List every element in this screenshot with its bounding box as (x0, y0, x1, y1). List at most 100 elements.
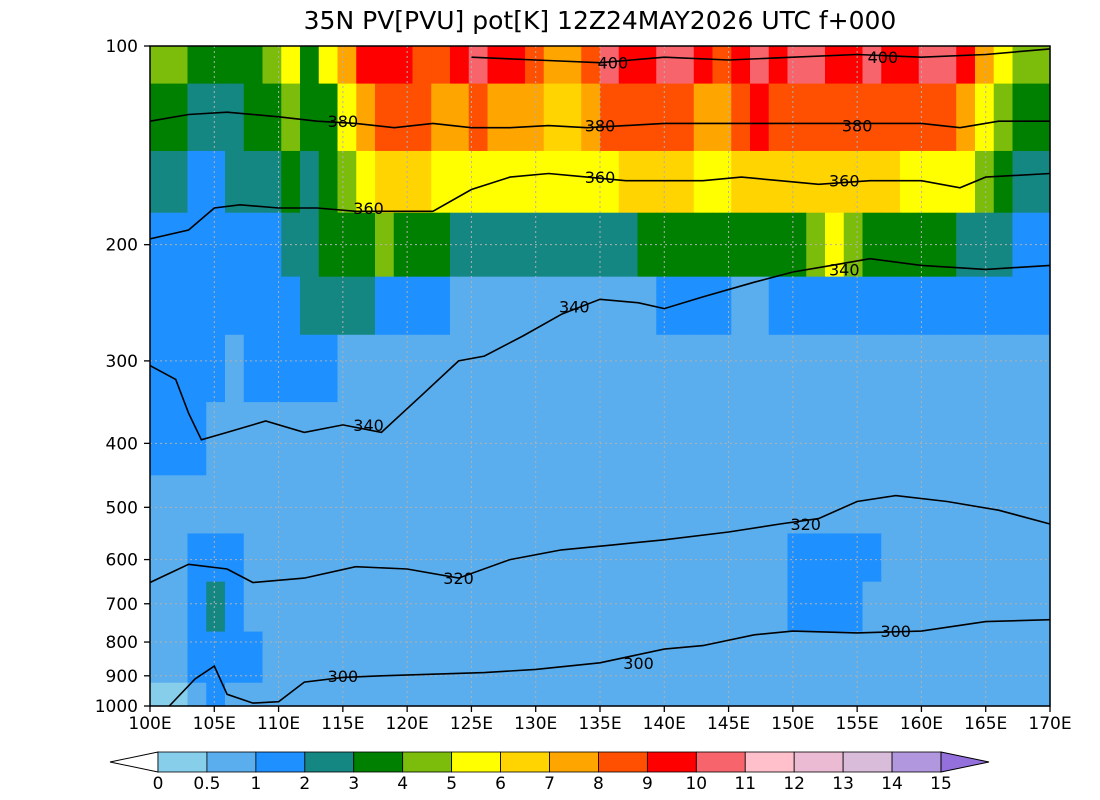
pv-cell (975, 533, 995, 583)
pv-cell (150, 631, 170, 684)
pv-cell (900, 212, 920, 278)
pv-cell (262, 83, 282, 152)
pv-cell (281, 581, 301, 633)
pv-cell (450, 150, 470, 214)
pv-cell (637, 682, 657, 707)
pv-cell (862, 212, 882, 278)
pv-cell (1012, 402, 1032, 476)
pv-cell (862, 276, 882, 336)
pv-cell (881, 334, 901, 403)
pv-cell (412, 46, 432, 85)
pv-cell (168, 581, 189, 633)
pv-cell (656, 581, 676, 633)
pv-cell (262, 402, 282, 476)
pv-cell (825, 682, 845, 707)
pv-cell (993, 533, 1014, 583)
theta-contour-300: 300 300 300 (168, 618, 1051, 707)
contour-label: 340 (559, 297, 590, 316)
pv-cell (918, 533, 939, 583)
pv-cell (918, 334, 939, 403)
pv-cell (787, 276, 807, 336)
pv-cell (975, 46, 995, 85)
pv-cell (262, 475, 282, 535)
pv-cell (993, 212, 1014, 278)
pv-cell (656, 46, 676, 85)
pv-cell (300, 212, 320, 278)
pv-cell (1012, 150, 1032, 214)
pv-cell (431, 334, 451, 403)
pv-cell (225, 83, 245, 152)
pv-cell (318, 212, 339, 278)
pv-cell (600, 212, 620, 278)
pv-cell (150, 402, 170, 476)
pv-cell (843, 46, 864, 85)
colorbar-label: 8 (593, 774, 604, 794)
pv-cell (768, 46, 789, 85)
pv-cell (1031, 83, 1051, 152)
pv-cell (993, 631, 1014, 684)
pv-cell (693, 334, 714, 403)
pv-cell (412, 475, 432, 535)
pv-cell (1012, 475, 1032, 535)
pv-cell (168, 150, 189, 214)
pv-cell (525, 682, 545, 707)
pv-cell (318, 581, 339, 633)
pv-cell (281, 402, 301, 476)
pv-cell (393, 402, 414, 476)
pv-cell (731, 150, 751, 214)
pv-cell (150, 212, 170, 278)
pv-cell (712, 334, 732, 403)
pv-cell (843, 475, 864, 535)
pv-cell (337, 475, 357, 535)
pv-cell (225, 682, 245, 707)
pv-cell (806, 83, 826, 152)
pv-cell (300, 682, 320, 707)
contour-label: 380 (585, 117, 616, 136)
pv-cell (956, 150, 976, 214)
pv-cell (843, 631, 864, 684)
contour-label: 360 (353, 199, 384, 218)
pv-cell (187, 212, 207, 278)
pv-cell (281, 276, 301, 336)
pv-cell (487, 46, 507, 85)
pv-cell (300, 83, 320, 152)
pv-cell (918, 475, 939, 535)
pv-cell (731, 276, 751, 336)
y-tick-label: 100 (106, 37, 138, 57)
x-tick-label: 120E (386, 714, 429, 734)
pv-cell (993, 475, 1014, 535)
pv-cell (843, 83, 864, 152)
pv-cell (900, 631, 920, 684)
y-tick-label: 400 (106, 434, 138, 454)
pv-cell (581, 402, 601, 476)
pv-cell (956, 46, 976, 85)
pv-cell (525, 150, 545, 214)
colorbar-extend-low (109, 751, 159, 773)
pv-cell (318, 334, 339, 403)
x-tick-label: 140E (643, 714, 686, 734)
pv-cell (1031, 475, 1051, 535)
pv-cell (337, 150, 357, 214)
pv-cell (281, 475, 301, 535)
pv-cell (487, 212, 507, 278)
contour-label: 300 (880, 622, 911, 641)
pv-cell (168, 212, 189, 278)
pv-cell (825, 212, 845, 278)
pv-cell (318, 83, 339, 152)
pv-cell (450, 83, 470, 152)
pv-cell (731, 533, 751, 583)
pv-cell (337, 83, 357, 152)
pv-cell (675, 334, 695, 403)
pv-cell (543, 150, 564, 214)
pv-cell (600, 533, 620, 583)
colorbar-label: 6 (495, 774, 506, 794)
pv-cell (862, 533, 882, 583)
pv-cell (450, 533, 470, 583)
pv-cell (393, 150, 414, 214)
pv-cell (300, 150, 320, 214)
pv-cell (937, 83, 957, 152)
pv-cell (487, 533, 507, 583)
pv-cell (862, 334, 882, 403)
pv-cell (787, 334, 807, 403)
